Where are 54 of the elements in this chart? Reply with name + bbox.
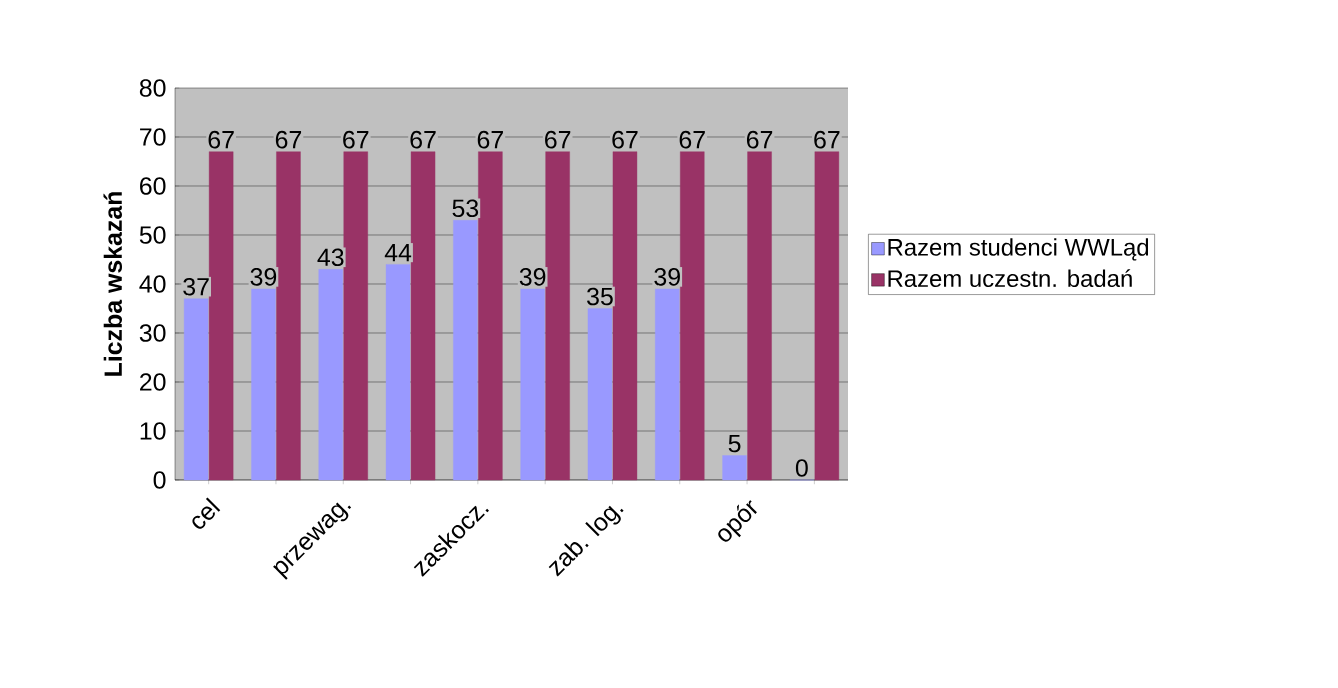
y-axis-title: Liczba wskazań xyxy=(103,192,122,376)
bar xyxy=(722,455,747,481)
bar xyxy=(655,288,680,481)
bar xyxy=(612,151,638,481)
bar xyxy=(453,220,478,481)
y-tick-label: 20 xyxy=(140,373,166,391)
bar xyxy=(545,151,570,481)
data-label: 67 xyxy=(275,130,302,149)
legend-label: Razem uczestn. badań xyxy=(888,269,1132,288)
bar xyxy=(587,308,613,481)
data-label: 67 xyxy=(343,130,369,149)
bar xyxy=(520,288,545,481)
data-label: 35 xyxy=(587,287,613,306)
y-tick-label: 50 xyxy=(139,226,166,244)
bar xyxy=(343,151,368,481)
data-label: 67 xyxy=(545,130,571,149)
data-label: 67 xyxy=(679,130,705,149)
y-tick-label: 60 xyxy=(140,177,166,195)
bar xyxy=(208,151,234,481)
y-tick-label: 0 xyxy=(153,471,166,489)
x-tick-label: cel xyxy=(192,497,221,529)
bar xyxy=(318,269,343,481)
x-tick-label: zab. log. xyxy=(548,505,624,577)
data-label: 39 xyxy=(519,268,546,286)
data-label: 0 xyxy=(795,459,808,477)
data-label: 5 xyxy=(728,434,741,453)
bar xyxy=(385,264,411,481)
data-label: 39 xyxy=(654,268,680,286)
y-tick-label: 10 xyxy=(140,422,166,440)
bar xyxy=(478,151,503,481)
y-tick-label: 70 xyxy=(140,128,166,146)
data-label: 67 xyxy=(477,130,503,149)
data-label: 67 xyxy=(410,130,436,149)
data-label: 67 xyxy=(612,130,638,149)
y-tick-label: 80 xyxy=(139,79,166,97)
data-label: 67 xyxy=(208,130,234,149)
data-label: 53 xyxy=(452,199,479,218)
y-tick-label: 30 xyxy=(139,324,166,342)
data-label: 67 xyxy=(746,130,773,149)
data-label: 44 xyxy=(384,244,412,262)
y-tick-label: 40 xyxy=(139,275,166,293)
data-label: 67 xyxy=(814,130,840,149)
legend-label: Razem studenci WWLąd xyxy=(888,238,1149,261)
x-tick-label: opór xyxy=(718,500,757,542)
data-label: 43 xyxy=(317,248,344,267)
bar xyxy=(251,288,276,481)
bar xyxy=(680,151,705,481)
bar xyxy=(276,151,301,481)
bar xyxy=(183,298,209,481)
bar xyxy=(814,151,840,481)
data-label: 37 xyxy=(183,277,209,296)
bar xyxy=(747,151,772,481)
bar xyxy=(410,151,436,481)
data-label: 39 xyxy=(250,268,277,286)
